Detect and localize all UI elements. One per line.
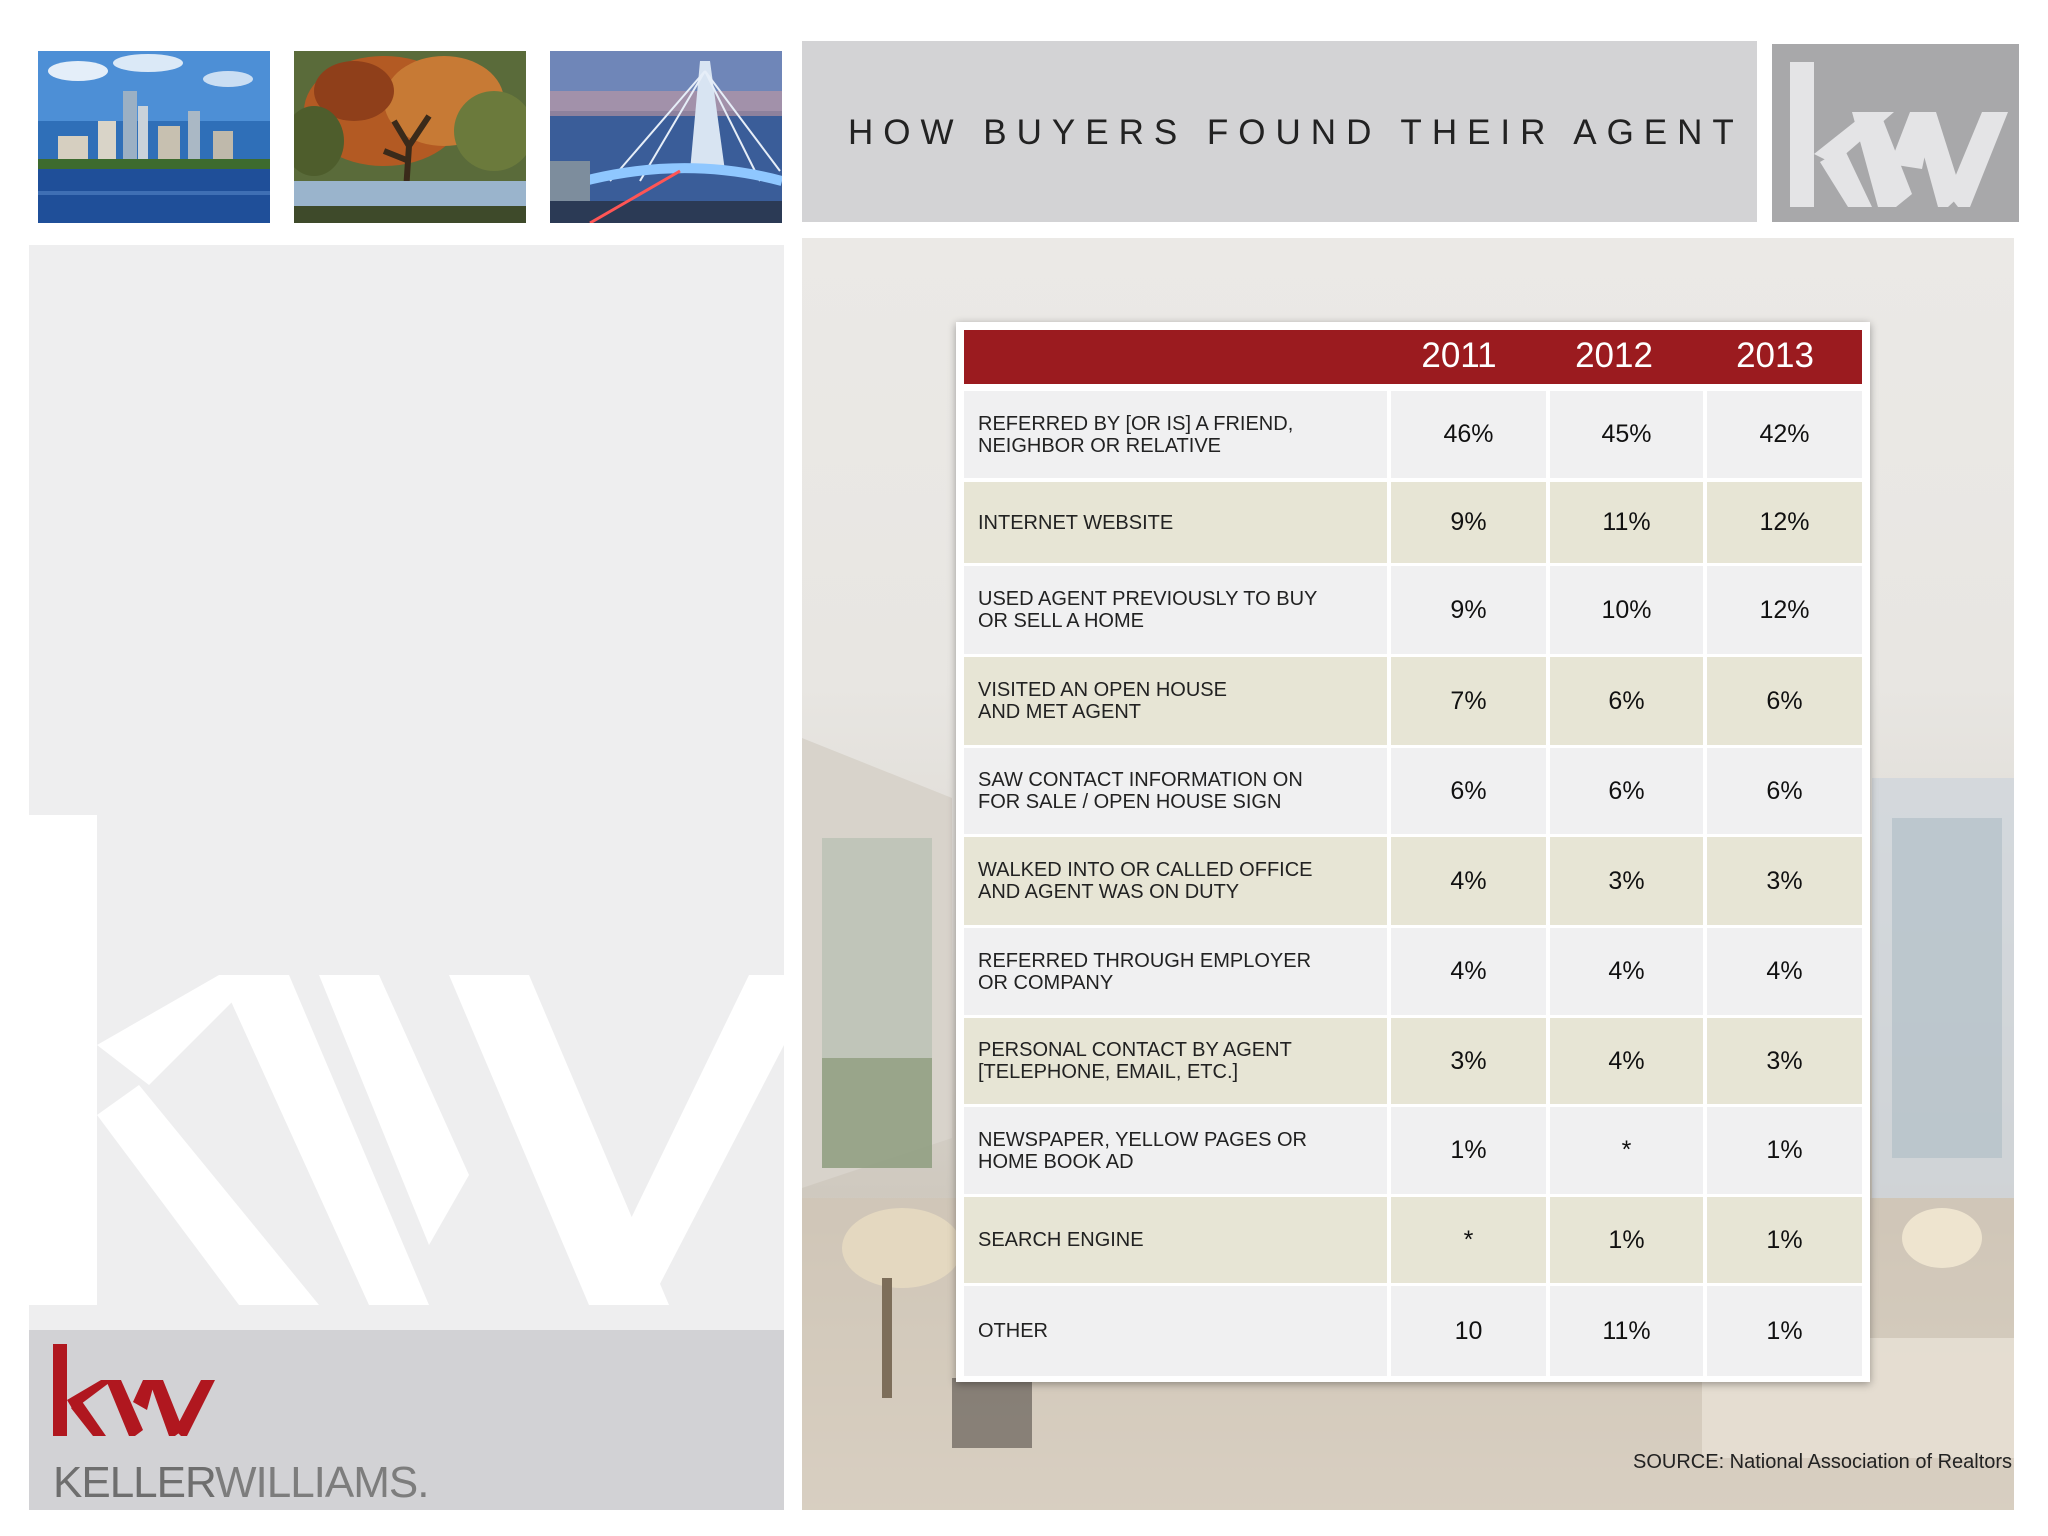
value-cell-2011: 1% bbox=[1391, 1107, 1546, 1194]
row-label: WALKED INTO OR CALLED OFFICE AND AGENT W… bbox=[978, 859, 1313, 903]
row-label: PERSONAL CONTACT BY AGENT [TELEPHONE, EM… bbox=[978, 1039, 1292, 1083]
value-cell-2013: 1% bbox=[1707, 1286, 1862, 1376]
table-row: SEARCH ENGINE * 1% 1% bbox=[964, 1197, 1862, 1283]
value-cell-2013: 1% bbox=[1707, 1197, 1862, 1283]
row-label-cell: INTERNET WEBSITE bbox=[964, 482, 1387, 563]
value-cell-2011: 3% bbox=[1391, 1018, 1546, 1104]
kw-logo bbox=[1772, 44, 2019, 222]
photo-city-skyline bbox=[38, 51, 270, 223]
value-cell-2013: 4% bbox=[1707, 928, 1862, 1015]
value-cell-2011: 4% bbox=[1391, 837, 1546, 925]
row-label: REFERRED BY [OR IS] A FRIEND, NEIGHBOR O… bbox=[978, 412, 1294, 457]
table-row: VISITED AN OPEN HOUSE AND MET AGENT 7% 6% 6… bbox=[964, 657, 1862, 745]
value-cell-2012: 10% bbox=[1550, 566, 1703, 654]
value-cell-2011: 9% bbox=[1391, 566, 1546, 654]
brand-name-part2: WILLIAMS. bbox=[214, 1458, 429, 1507]
row-label-cell: VISITED AN OPEN HOUSE AND MET AGENT bbox=[964, 657, 1387, 745]
photo-autumn-tree bbox=[294, 51, 526, 223]
row-label-cell: OTHER bbox=[964, 1286, 1387, 1376]
year-header-2011: 2011 bbox=[1421, 336, 1497, 375]
value-cell-2011: 9% bbox=[1391, 482, 1546, 563]
value-cell-2013: 6% bbox=[1707, 748, 1862, 834]
row-label: SAW CONTACT INFORMATION ON FOR SALE / OP… bbox=[978, 769, 1303, 813]
left-panel bbox=[29, 245, 784, 1330]
table-row: INTERNET WEBSITE 9% 11% 12% bbox=[964, 482, 1862, 563]
value-cell-2012: 4% bbox=[1550, 1018, 1703, 1104]
table-row: REFERRED THROUGH EMPLOYER OR COMPANY 4% 4%… bbox=[964, 928, 1862, 1015]
source-note: SOURCE: National Association of Realtors bbox=[1633, 1451, 2013, 1473]
row-label-cell: USED AGENT PREVIOUSLY TO BUY OR SELL A H… bbox=[964, 566, 1387, 654]
row-label: SEARCH ENGINE bbox=[978, 1229, 1144, 1251]
value-cell-2013: 1% bbox=[1707, 1107, 1862, 1194]
brand-name: KELLERWILLIAMS. bbox=[53, 1458, 429, 1508]
row-label-cell: REFERRED THROUGH EMPLOYER OR COMPANY bbox=[964, 928, 1387, 1015]
year-header-2013: 2013 bbox=[1736, 336, 1814, 375]
table-row: PERSONAL CONTACT BY AGENT [TELEPHONE, EM… bbox=[964, 1018, 1862, 1104]
title-bar: HOW BUYERS FOUND THEIR AGENT bbox=[802, 41, 1757, 222]
value-cell-2013: 42% bbox=[1707, 391, 1862, 478]
value-cell-2013: 12% bbox=[1707, 482, 1862, 563]
value-cell-2012: 6% bbox=[1550, 657, 1703, 745]
row-label: USED AGENT PREVIOUSLY TO BUY OR SELL A H… bbox=[978, 588, 1318, 632]
table-header: 2011 2012 2013 bbox=[964, 330, 1862, 384]
table-row: REFERRED BY [OR IS] A FRIEND, NEIGHBOR O… bbox=[964, 391, 1862, 478]
value-cell-2013: 6% bbox=[1707, 657, 1862, 745]
value-cell-2012: 45% bbox=[1550, 391, 1703, 478]
row-label-cell: WALKED INTO OR CALLED OFFICE AND AGENT W… bbox=[964, 837, 1387, 925]
value-cell-2011: 6% bbox=[1391, 748, 1546, 834]
value-cell-2012: * bbox=[1550, 1107, 1703, 1194]
row-label-cell: REFERRED BY [OR IS] A FRIEND, NEIGHBOR O… bbox=[964, 391, 1387, 478]
value-cell-2012: 4% bbox=[1550, 928, 1703, 1015]
value-cell-2011: * bbox=[1391, 1197, 1546, 1283]
year-header-2012: 2012 bbox=[1575, 336, 1653, 375]
row-label-cell: SEARCH ENGINE bbox=[964, 1197, 1387, 1283]
row-label-cell: NEWSPAPER, YELLOW PAGES OR HOME BOOK AD bbox=[964, 1107, 1387, 1194]
value-cell-2011: 46% bbox=[1391, 391, 1546, 478]
value-cell-2012: 3% bbox=[1550, 837, 1703, 925]
value-cell-2011: 10 bbox=[1391, 1286, 1546, 1376]
buyers-agent-table: 2011 2012 2013 REFERRED BY [OR IS] A FRI… bbox=[956, 322, 1870, 1382]
value-cell-2013: 3% bbox=[1707, 837, 1862, 925]
value-cell-2012: 11% bbox=[1550, 482, 1703, 563]
table-row: USED AGENT PREVIOUSLY TO BUY OR SELL A H… bbox=[964, 566, 1862, 654]
value-cell-2013: 3% bbox=[1707, 1018, 1862, 1104]
brand-box: KELLERWILLIAMS. bbox=[29, 1330, 784, 1510]
value-cell-2013: 12% bbox=[1707, 566, 1862, 654]
value-cell-2012: 1% bbox=[1550, 1197, 1703, 1283]
row-label: NEWSPAPER, YELLOW PAGES OR HOME BOOK AD bbox=[978, 1128, 1307, 1173]
row-label: REFERRED THROUGH EMPLOYER OR COMPANY bbox=[978, 949, 1312, 994]
value-cell-2012: 11% bbox=[1550, 1286, 1703, 1376]
row-label-cell: PERSONAL CONTACT BY AGENT [TELEPHONE, EM… bbox=[964, 1018, 1387, 1104]
brand-name-part1: KELLER bbox=[53, 1458, 216, 1507]
kw-watermark-icon bbox=[29, 815, 784, 1305]
row-label-cell: SAW CONTACT INFORMATION ON FOR SALE / OP… bbox=[964, 748, 1387, 834]
kw-brand-mark-icon bbox=[53, 1344, 215, 1436]
row-label: INTERNET WEBSITE bbox=[978, 511, 1174, 534]
table-row: WALKED INTO OR CALLED OFFICE AND AGENT W… bbox=[964, 837, 1862, 925]
photo-bridge-night bbox=[550, 51, 782, 223]
value-cell-2011: 4% bbox=[1391, 928, 1546, 1015]
value-cell-2012: 6% bbox=[1550, 748, 1703, 834]
page-title: HOW BUYERS FOUND THEIR AGENT bbox=[848, 113, 1744, 152]
table-row: NEWSPAPER, YELLOW PAGES OR HOME BOOK AD 1… bbox=[964, 1107, 1862, 1194]
table-row: SAW CONTACT INFORMATION ON FOR SALE / OP… bbox=[964, 748, 1862, 834]
row-label: VISITED AN OPEN HOUSE AND MET AGENT bbox=[978, 679, 1227, 723]
table-row: OTHER 10 11% 1% bbox=[964, 1286, 1862, 1376]
row-label: OTHER bbox=[978, 1320, 1048, 1342]
value-cell-2011: 7% bbox=[1391, 657, 1546, 745]
